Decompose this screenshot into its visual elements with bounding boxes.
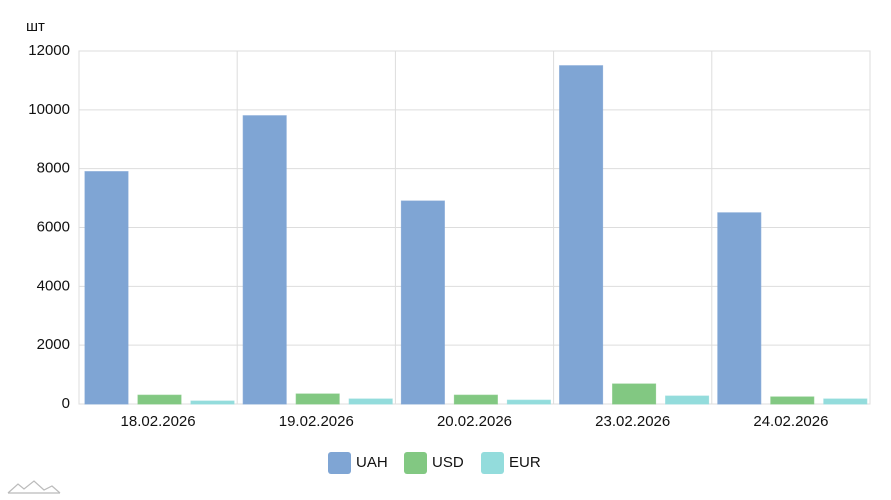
x-tick-label: 23.02.2026 <box>595 413 670 430</box>
legend-swatch <box>328 452 351 474</box>
bar <box>612 383 657 405</box>
logo <box>7 480 61 494</box>
legend-label: UAH <box>356 454 388 471</box>
bar <box>453 394 498 405</box>
bar <box>400 200 445 405</box>
x-tick-label: 24.02.2026 <box>753 413 828 430</box>
legend-swatch <box>481 452 504 474</box>
y-tick-label: 4000 <box>37 277 70 294</box>
bar <box>770 396 815 405</box>
x-tick-label: 18.02.2026 <box>121 413 196 430</box>
bar <box>190 400 235 405</box>
legend-swatch <box>404 452 427 474</box>
legend-label: EUR <box>509 454 541 471</box>
y-tick-label: 6000 <box>37 218 70 235</box>
legend-label: USD <box>432 454 464 471</box>
bar <box>717 212 762 405</box>
y-tick-label: 8000 <box>37 160 70 177</box>
y-tick-label: 0 <box>62 395 70 412</box>
bar <box>559 65 604 405</box>
bar <box>84 171 129 405</box>
bar <box>823 398 868 405</box>
y-tick-label: 2000 <box>37 336 70 353</box>
bar <box>295 393 340 405</box>
bar <box>665 395 710 405</box>
y-tick-label: 12000 <box>28 42 70 59</box>
y-unit: шт <box>26 18 45 35</box>
y-tick-label: 10000 <box>28 101 70 118</box>
bar <box>506 399 551 405</box>
x-tick-label: 19.02.2026 <box>279 413 354 430</box>
bar <box>137 394 182 405</box>
bar <box>242 115 287 405</box>
bar <box>348 398 393 405</box>
x-tick-label: 20.02.2026 <box>437 413 512 430</box>
